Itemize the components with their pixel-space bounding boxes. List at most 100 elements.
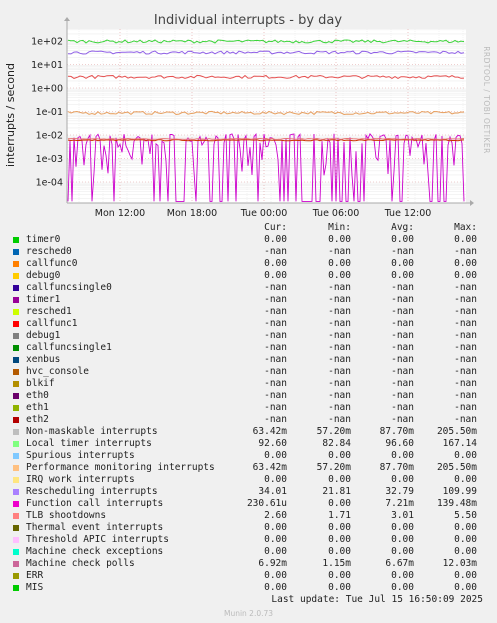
legend-avg: 0.00 bbox=[391, 534, 414, 545]
legend-min: 0.00 bbox=[328, 534, 351, 545]
legend-min: 82.84 bbox=[322, 438, 351, 449]
legend-swatch bbox=[13, 561, 19, 567]
legend-label: blkif bbox=[26, 378, 55, 389]
legend-label: eth2 bbox=[26, 414, 49, 425]
legend-label: Spurious interrupts bbox=[26, 450, 135, 461]
legend-row: hvc_console -nan -nan -nan -nan bbox=[0, 366, 497, 378]
legend-swatch bbox=[13, 453, 19, 459]
legend-swatch bbox=[13, 369, 19, 375]
legend-max: 0.00 bbox=[454, 534, 477, 545]
legend-row: blkif -nan -nan -nan -nan bbox=[0, 378, 497, 390]
legend-swatch bbox=[13, 573, 19, 579]
legend-row: timer1 -nan -nan -nan -nan bbox=[0, 294, 497, 306]
legend-row: eth1 -nan -nan -nan -nan bbox=[0, 402, 497, 414]
legend-min: 0.00 bbox=[328, 522, 351, 533]
legend-min: -nan bbox=[328, 414, 351, 425]
legend-max: 0.00 bbox=[454, 546, 477, 557]
legend-max: 205.50m bbox=[436, 426, 477, 437]
x-tick-label: Tue 00:00 bbox=[240, 208, 288, 219]
legend-cur: 0.00 bbox=[264, 582, 287, 593]
legend-row: resched1 -nan -nan -nan -nan bbox=[0, 306, 497, 318]
legend-swatch bbox=[13, 321, 19, 327]
legend-row: callfunc1 -nan -nan -nan -nan bbox=[0, 318, 497, 330]
legend-max: 0.00 bbox=[454, 450, 477, 461]
legend-min: 0.00 bbox=[328, 234, 351, 245]
legend-swatch bbox=[13, 525, 19, 531]
legend-cur: -nan bbox=[264, 318, 287, 329]
legend-max: -nan bbox=[454, 402, 477, 413]
legend-max: -nan bbox=[454, 366, 477, 377]
legend-label: Machine check exceptions bbox=[26, 546, 164, 557]
legend-row: timer0 0.00 0.00 0.00 0.00 bbox=[0, 234, 497, 246]
legend-min: -nan bbox=[328, 378, 351, 389]
legend-row: callfuncsingle0 -nan -nan -nan -nan bbox=[0, 282, 497, 294]
legend-label: Function call interrupts bbox=[26, 498, 164, 509]
legend-avg: 0.00 bbox=[391, 270, 414, 281]
legend-cur: -nan bbox=[264, 306, 287, 317]
grid bbox=[67, 29, 466, 203]
legend-avg: 6.67m bbox=[385, 558, 414, 569]
header-cur: Cur: bbox=[264, 222, 287, 233]
legend-swatch bbox=[13, 285, 19, 291]
legend-label: hvc_console bbox=[26, 366, 89, 377]
legend-avg: -nan bbox=[391, 294, 414, 305]
legend-cur: 0.00 bbox=[264, 534, 287, 545]
legend-label: Thermal event interrupts bbox=[26, 522, 164, 533]
legend-label: debug0 bbox=[26, 270, 61, 281]
chart-area: Individual interrupts - by day interrupt… bbox=[4, 13, 491, 219]
legend-row: Function call interrupts 230.61u 0.00 7.21m… bbox=[0, 498, 497, 510]
legend-label: resched0 bbox=[26, 246, 72, 257]
header-max: Max: bbox=[454, 222, 477, 233]
legend-label: MIS bbox=[26, 582, 44, 593]
legend-max: -nan bbox=[454, 342, 477, 353]
legend-cur: 63.42m bbox=[252, 462, 287, 473]
legend-row: xenbus -nan -nan -nan -nan bbox=[0, 354, 497, 366]
legend-row: eth0 -nan -nan -nan -nan bbox=[0, 390, 497, 402]
legend-row: Threshold APIC interrupts 0.00 0.00 0.00 0.0… bbox=[0, 534, 497, 546]
legend-swatch bbox=[13, 441, 19, 447]
legend-cur: -nan bbox=[264, 390, 287, 401]
legend-avg: -nan bbox=[391, 402, 414, 413]
legend-max: 0.00 bbox=[454, 582, 477, 593]
legend-avg: -nan bbox=[391, 354, 414, 365]
legend-avg: 0.00 bbox=[391, 582, 414, 593]
legend-swatch bbox=[13, 501, 19, 507]
legend-min: 0.00 bbox=[328, 270, 351, 281]
legend-avg: -nan bbox=[391, 390, 414, 401]
legend-label: Local timer interrupts bbox=[26, 438, 152, 449]
y-tick-label: 1e+00 bbox=[31, 84, 63, 95]
legend-max: 139.48m bbox=[436, 498, 477, 509]
legend-max: 0.00 bbox=[454, 570, 477, 581]
legend-swatch bbox=[13, 309, 19, 315]
legend-row: Rescheduling interrupts 34.01 21.81 32.79 10… bbox=[0, 486, 497, 498]
legend-cur: 92.60 bbox=[258, 438, 287, 449]
legend-min: -nan bbox=[328, 402, 351, 413]
legend-cur: -nan bbox=[264, 402, 287, 413]
legend-row: IRQ work interrupts 0.00 0.00 0.00 0.00 bbox=[0, 474, 497, 486]
legend-label: Machine check polls bbox=[26, 558, 135, 569]
legend-label: eth1 bbox=[26, 402, 49, 413]
legend-row: callfunc0 0.00 0.00 0.00 0.00 bbox=[0, 258, 497, 270]
legend-min: 0.00 bbox=[328, 582, 351, 593]
legend-avg: 3.01 bbox=[391, 510, 414, 521]
legend-max: 0.00 bbox=[454, 474, 477, 485]
header-avg: Avg: bbox=[391, 222, 414, 233]
legend-avg: -nan bbox=[391, 306, 414, 317]
legend-label: callfuncsingle0 bbox=[26, 282, 112, 293]
legend-avg: 0.00 bbox=[391, 522, 414, 533]
legend-swatch bbox=[13, 489, 19, 495]
legend-cur: -nan bbox=[264, 282, 287, 293]
legend-swatch bbox=[13, 261, 19, 267]
legend-swatch bbox=[13, 393, 19, 399]
legend-cur: -nan bbox=[264, 342, 287, 353]
legend-row: Thermal event interrupts 0.00 0.00 0.00 0.00 bbox=[0, 522, 497, 534]
x-tick-label: Mon 12:00 bbox=[95, 208, 145, 219]
legend-avg: 87.70m bbox=[379, 426, 414, 437]
x-tick-label: Tue 06:00 bbox=[312, 208, 360, 219]
axes: 1e+02 1e+01 1e+00 1e-01 1e-02 1e-03 1e-04 Mon 1… bbox=[31, 17, 474, 219]
header-min: Min: bbox=[328, 222, 351, 233]
x-tick-label: Tue 12:00 bbox=[384, 208, 432, 219]
legend-min: 1.15m bbox=[322, 558, 351, 569]
legend-min: -nan bbox=[328, 366, 351, 377]
legend-min: 1.71 bbox=[328, 510, 351, 521]
